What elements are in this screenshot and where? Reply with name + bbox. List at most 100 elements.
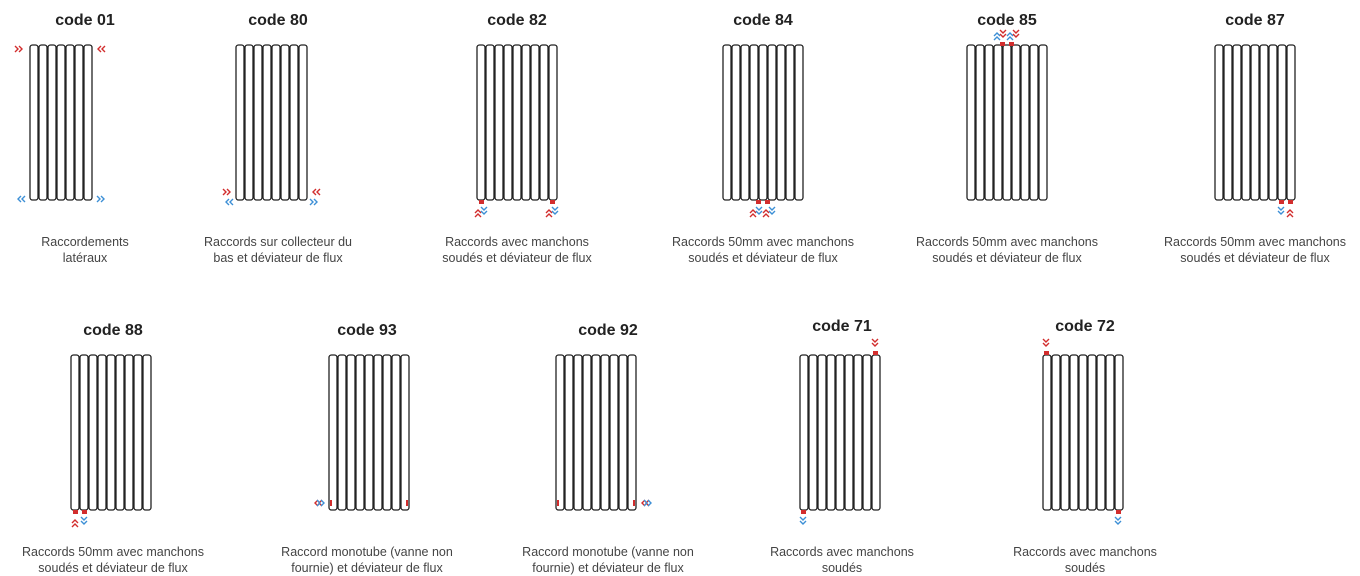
radiator-column	[1038, 44, 1048, 201]
radiator-column	[862, 354, 872, 511]
radiator-column	[79, 354, 89, 511]
card-description: Raccord monotube (vanne non fournie) et …	[498, 544, 718, 576]
card-title: code 87	[1225, 12, 1285, 29]
cold-flow-arrow-icon	[1006, 32, 1014, 41]
radiator-column	[485, 44, 495, 201]
radiator-body	[1214, 44, 1296, 201]
radiator-body	[328, 354, 410, 511]
hot-flow-arrow-icon	[749, 209, 757, 218]
radiator-column	[591, 354, 601, 511]
desc-line: Raccords 50mm avec manchons	[671, 235, 855, 249]
radiator-column	[346, 354, 356, 511]
radiator-column	[29, 44, 39, 201]
hot-flow-arrow-icon	[999, 29, 1007, 38]
desc-line: Raccords 50mm avec manchons	[915, 235, 1099, 249]
radiator-column	[1259, 44, 1269, 201]
hot-flow-arrow-icon	[14, 45, 23, 53]
cold-flow-arrow-icon	[1114, 516, 1122, 525]
radiator-column	[106, 354, 116, 511]
radiator-column	[993, 44, 1003, 201]
radiator-column	[573, 354, 583, 511]
desc-line: soudés et déviateur de flux	[1180, 251, 1330, 265]
radiator-column	[817, 354, 827, 511]
connection-sleeve	[330, 500, 332, 506]
radiator-body	[1042, 354, 1124, 511]
desc-line: Raccords 50mm avec manchons	[1163, 235, 1347, 249]
radiator-column	[1214, 44, 1224, 201]
card-description: Raccords sur collecteur du bas et déviat…	[168, 234, 388, 266]
radiator-column	[776, 44, 786, 201]
connection-sleeve	[1044, 351, 1049, 355]
radiator-column	[1105, 354, 1115, 511]
card-description: Raccords avec manchons soudés et déviate…	[407, 234, 627, 266]
radiator-column	[400, 354, 410, 511]
radiator-column	[1002, 44, 1012, 201]
radiator-column	[1277, 44, 1287, 201]
card-title: code 84	[733, 12, 793, 29]
radiator-column	[1020, 44, 1030, 201]
hot-flow-arrow-icon	[545, 209, 553, 218]
radiator-body	[799, 354, 881, 511]
radiator-column	[494, 44, 504, 201]
radiator-column	[253, 44, 263, 201]
radiator-column	[298, 44, 308, 201]
hot-flow-arrow-icon	[97, 45, 106, 53]
radiator-column	[512, 44, 522, 201]
radiator-column	[539, 44, 549, 201]
radiator-column	[382, 354, 392, 511]
hot-flow-arrow-icon	[71, 519, 79, 528]
radiator-column	[844, 354, 854, 511]
cold-flow-arrow-icon	[225, 198, 234, 206]
radiator-column	[794, 44, 804, 201]
hot-flow-arrow-icon	[1012, 29, 1020, 38]
desc-line: Raccord monotube (vanne non	[281, 545, 453, 559]
connection-sleeve	[82, 510, 87, 514]
radiator-column	[582, 354, 592, 511]
connection-sleeve	[550, 200, 555, 204]
radiator-column	[609, 354, 619, 511]
radiator-column	[618, 354, 628, 511]
radiator-diagram	[966, 29, 1048, 201]
radiator-column	[1241, 44, 1251, 201]
connection-sleeve	[756, 200, 761, 204]
desc-line: soudés et déviateur de flux	[38, 561, 188, 575]
radiator-body	[70, 354, 152, 511]
radiator-column	[1114, 354, 1124, 511]
connection-sleeve	[1009, 42, 1014, 46]
hot-flow-arrow-icon	[222, 188, 231, 196]
cold-flow-arrow-icon	[755, 206, 763, 215]
radiator-column	[97, 354, 107, 511]
cold-flow-arrow-icon	[643, 499, 652, 507]
cold-flow-arrow-icon	[309, 198, 318, 206]
radiator-column	[1268, 44, 1278, 201]
desc-line: Raccords 50mm avec manchons	[21, 545, 205, 559]
connection-sleeve	[801, 510, 806, 514]
radiator-column	[38, 44, 48, 201]
radiator-diagram	[555, 354, 652, 511]
radiator-column	[555, 354, 565, 511]
cold-flow-arrow-icon	[480, 206, 488, 215]
radiator-column	[65, 44, 75, 201]
radiator-body	[29, 44, 93, 201]
radiator-column	[142, 354, 152, 511]
radiator-body	[722, 44, 804, 201]
card-description: Raccord monotube (vanne non fournie) et …	[257, 544, 477, 576]
desc-line: fournie) et déviateur de flux	[291, 561, 443, 575]
hot-flow-arrow-icon	[314, 499, 323, 507]
connection-sleeve	[479, 200, 484, 204]
radiator-column	[1096, 354, 1106, 511]
desc-line: bas et déviateur de flux	[213, 251, 343, 265]
radiator-column	[115, 354, 125, 511]
radiator-column	[271, 44, 281, 201]
card-description: Raccords avec manchons soudés	[732, 544, 952, 576]
hot-flow-arrow-icon	[1042, 338, 1050, 347]
radiator-column	[1078, 354, 1088, 511]
radiator-column	[70, 354, 80, 511]
cold-flow-arrow-icon	[80, 516, 88, 525]
radiator-column	[799, 354, 809, 511]
radiator-body	[235, 44, 308, 201]
connection-sleeve	[73, 510, 78, 514]
connection-sleeve	[873, 351, 878, 355]
card-title: code 93	[337, 322, 397, 339]
desc-line: latéraux	[62, 251, 108, 265]
